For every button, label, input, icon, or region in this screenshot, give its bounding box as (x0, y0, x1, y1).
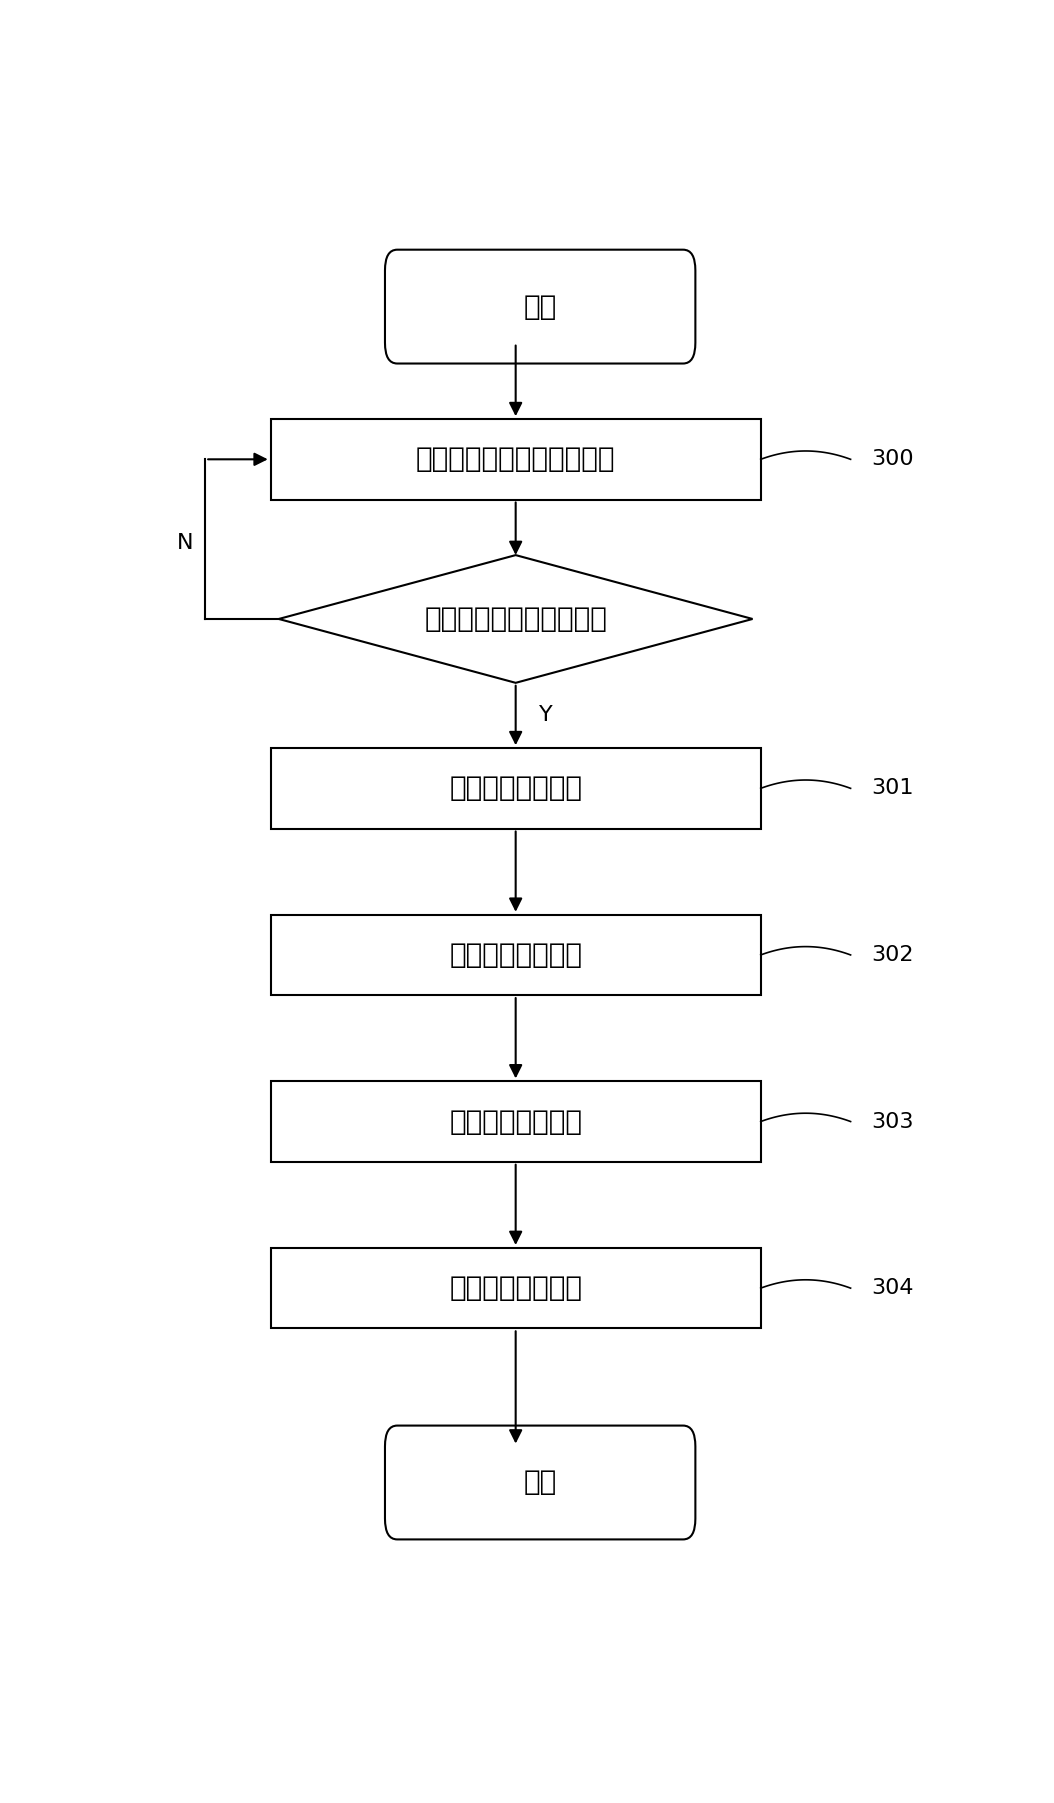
Bar (271, 1248, 761, 1329)
Text: 300: 300 (871, 449, 914, 469)
FancyBboxPatch shape (385, 1426, 696, 1540)
FancyBboxPatch shape (385, 249, 696, 364)
Bar (271, 748, 761, 829)
Bar (271, 418, 761, 499)
Text: 生成动态配置数据: 生成动态配置数据 (449, 941, 582, 968)
Text: 处理配置请求消息: 处理配置请求消息 (449, 773, 582, 802)
Text: 存储动态配置数据: 存储动态配置数据 (449, 1107, 582, 1136)
Text: 制定动态配置数据生成策略: 制定动态配置数据生成策略 (416, 445, 616, 474)
Text: N: N (177, 532, 193, 552)
Text: Y: Y (539, 705, 552, 725)
Text: 是否接收到配置请求消息: 是否接收到配置请求消息 (424, 606, 607, 633)
Bar (271, 914, 761, 995)
Text: 回复配置响应消息: 回复配置响应消息 (449, 1275, 582, 1302)
Polygon shape (278, 555, 753, 683)
Text: 303: 303 (871, 1111, 914, 1132)
Bar (271, 1082, 761, 1161)
Text: 301: 301 (871, 779, 914, 799)
Text: 开始: 开始 (524, 292, 557, 321)
Text: 304: 304 (871, 1278, 914, 1298)
Text: 结束: 结束 (524, 1468, 557, 1496)
Text: 302: 302 (871, 945, 914, 965)
